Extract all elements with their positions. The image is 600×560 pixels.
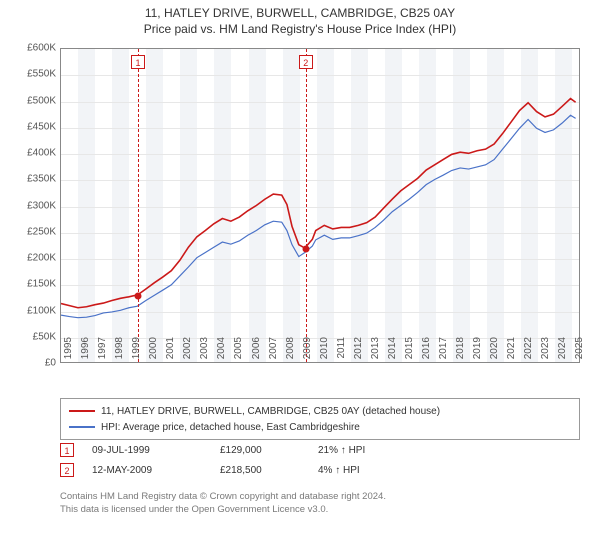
sales-table: 1 09-JUL-1999 £129,000 21% ↑ HPI 2 12-MA… [60, 440, 580, 480]
sale-delta: 21% ↑ HPI [318, 445, 398, 456]
x-tick-label: 2007 [268, 337, 279, 377]
x-tick-label: 2005 [233, 337, 244, 377]
chart-title: 11, HATLEY DRIVE, BURWELL, CAMBRIDGE, CB… [0, 0, 600, 20]
sale-marker-icon: 1 [131, 55, 145, 69]
y-tick-label: £450K [27, 121, 56, 132]
y-tick-label: £200K [27, 253, 56, 264]
x-tick-label: 2019 [472, 337, 483, 377]
y-tick-label: £50K [33, 331, 56, 342]
x-tick-label: 2000 [148, 337, 159, 377]
sales-row: 2 12-MAY-2009 £218,500 4% ↑ HPI [60, 460, 580, 480]
x-tick-label: 2021 [506, 337, 517, 377]
y-tick-label: £300K [27, 200, 56, 211]
legend-swatch-line [69, 410, 95, 412]
x-tick-label: 2008 [285, 337, 296, 377]
legend-label: 11, HATLEY DRIVE, BURWELL, CAMBRIDGE, CB… [101, 406, 440, 417]
y-tick-label: £500K [27, 95, 56, 106]
x-tick-label: 2012 [353, 337, 364, 377]
x-tick-label: 2015 [404, 337, 415, 377]
x-tick-label: 2014 [387, 337, 398, 377]
licence-line: This data is licensed under the Open Gov… [60, 503, 580, 516]
legend-label: HPI: Average price, detached house, East… [101, 422, 360, 433]
sale-marker-icon: 1 [60, 443, 74, 457]
y-tick-label: £0 [45, 358, 56, 369]
sale-price: £218,500 [220, 465, 300, 476]
sale-delta: 4% ↑ HPI [318, 465, 398, 476]
sale-reference-line [138, 49, 139, 362]
legend: 11, HATLEY DRIVE, BURWELL, CAMBRIDGE, CB… [60, 398, 580, 440]
x-tick-label: 1997 [97, 337, 108, 377]
sale-reference-line [306, 49, 307, 362]
x-tick-label: 1999 [131, 337, 142, 377]
x-tick-label: 1998 [114, 337, 125, 377]
x-tick-label: 2013 [370, 337, 381, 377]
legend-item: 11, HATLEY DRIVE, BURWELL, CAMBRIDGE, CB… [69, 403, 571, 419]
x-tick-label: 2025 [574, 337, 585, 377]
sales-row: 1 09-JUL-1999 £129,000 21% ↑ HPI [60, 440, 580, 460]
x-tick-label: 2024 [557, 337, 568, 377]
sale-date: 12-MAY-2009 [92, 465, 202, 476]
sale-price: £129,000 [220, 445, 300, 456]
x-tick-label: 2009 [302, 337, 313, 377]
y-tick-label: £250K [27, 226, 56, 237]
chart-subtitle: Price paid vs. HM Land Registry's House … [0, 20, 600, 36]
sale-marker-icon: 2 [299, 55, 313, 69]
x-tick-label: 1995 [63, 337, 74, 377]
y-tick-label: £400K [27, 148, 56, 159]
x-tick-label: 2001 [165, 337, 176, 377]
x-tick-label: 2016 [421, 337, 432, 377]
x-tick-label: 2020 [489, 337, 500, 377]
sale-date: 09-JUL-1999 [92, 445, 202, 456]
y-tick-label: £100K [27, 305, 56, 316]
x-axis: 1995199619971998199920002001200220032004… [60, 363, 580, 393]
x-tick-label: 2010 [319, 337, 330, 377]
y-tick-label: £550K [27, 69, 56, 80]
x-tick-label: 2018 [455, 337, 466, 377]
y-tick-label: £350K [27, 174, 56, 185]
sale-point-dot [302, 246, 309, 253]
x-tick-label: 2017 [438, 337, 449, 377]
licence-text: Contains HM Land Registry data © Crown c… [60, 490, 580, 517]
legend-swatch-line [69, 426, 95, 428]
legend-item: HPI: Average price, detached house, East… [69, 419, 571, 435]
x-tick-label: 1996 [80, 337, 91, 377]
chart-area: £0 £50K £100K £150K £200K £250K £300K £350K £400… [0, 48, 600, 393]
y-tick-label: £600K [27, 43, 56, 54]
y-axis: £0£50K£100K£150K£200K£250K£300K£350K£400… [0, 48, 60, 363]
y-tick-label: £150K [27, 279, 56, 290]
x-tick-label: 2011 [336, 337, 347, 377]
plot-area: 12 [60, 48, 580, 363]
sale-point-dot [135, 293, 142, 300]
x-tick-label: 2022 [523, 337, 534, 377]
sale-marker-icon: 2 [60, 463, 74, 477]
x-tick-label: 2003 [199, 337, 210, 377]
x-tick-label: 2023 [540, 337, 551, 377]
chart-container: 11, HATLEY DRIVE, BURWELL, CAMBRIDGE, CB… [0, 0, 600, 560]
x-tick-label: 2002 [182, 337, 193, 377]
licence-line: Contains HM Land Registry data © Crown c… [60, 490, 580, 503]
x-tick-label: 2004 [216, 337, 227, 377]
x-tick-label: 2006 [251, 337, 262, 377]
